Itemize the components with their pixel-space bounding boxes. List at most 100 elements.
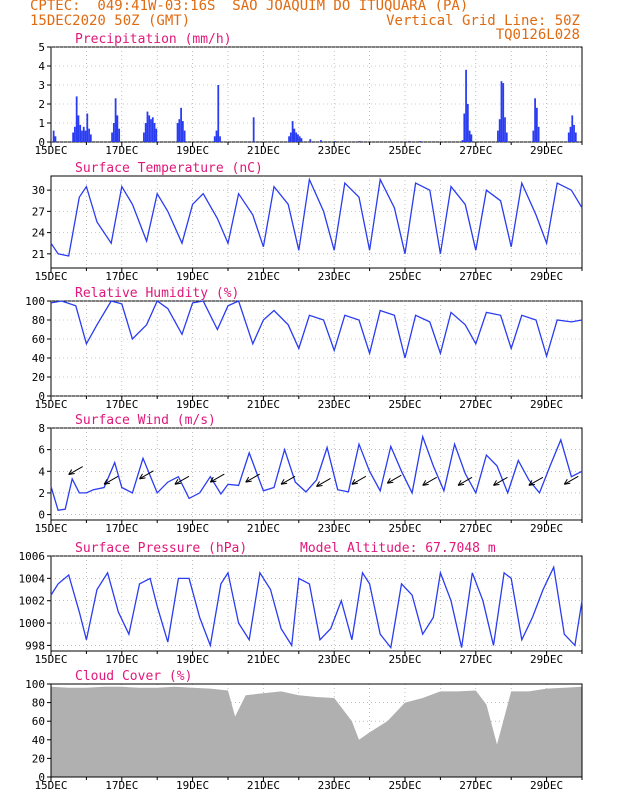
y-tick-label: 5 bbox=[38, 41, 45, 54]
wind-arrowhead bbox=[68, 469, 75, 476]
y-tick-label: 40 bbox=[32, 734, 45, 747]
y-tick-label: 1000 bbox=[19, 617, 46, 630]
header-model: TQ0126L028 bbox=[495, 27, 580, 43]
precip-bar bbox=[153, 123, 156, 142]
panel-frame-0 bbox=[50, 46, 583, 143]
y-tick-label: 20 bbox=[32, 371, 45, 384]
wind-arrowhead bbox=[209, 476, 217, 483]
precip-bar bbox=[505, 132, 508, 142]
precip-bar bbox=[334, 141, 336, 142]
x-tick-label: 15DEC bbox=[34, 779, 67, 792]
precip-bar bbox=[183, 130, 186, 142]
wind-arrowhead bbox=[316, 481, 323, 487]
x-tick-label: 25DEC bbox=[388, 144, 421, 157]
precip-bar bbox=[52, 130, 55, 142]
panel-title: Precipitation (mm/h) bbox=[75, 32, 232, 47]
precip-bar bbox=[118, 128, 121, 142]
y-tick-label: 6 bbox=[38, 444, 45, 457]
x-tick-label: 23DEC bbox=[318, 779, 351, 792]
y-tick-label: 21 bbox=[32, 248, 45, 261]
precip-bar bbox=[219, 136, 221, 142]
precip-bar bbox=[150, 119, 152, 142]
precip-bar bbox=[176, 123, 179, 142]
precip-bar bbox=[116, 115, 119, 142]
precip-bar bbox=[293, 128, 296, 142]
panel-frame-2 bbox=[50, 300, 583, 397]
wind-arrowhead bbox=[528, 480, 535, 486]
wind-vector bbox=[68, 466, 83, 475]
x-tick-label: 27DEC bbox=[459, 398, 492, 411]
precip-bar bbox=[502, 83, 505, 142]
wind-arrowhead bbox=[493, 480, 500, 486]
x-tick-label: 15DEC bbox=[34, 270, 67, 283]
x-tick-label: 17DEC bbox=[105, 270, 138, 283]
x-tick-label: 29DEC bbox=[530, 398, 563, 411]
x-tick-label: 23DEC bbox=[318, 144, 351, 157]
precip-bar bbox=[463, 113, 466, 142]
x-tick-label: 25DEC bbox=[388, 653, 421, 666]
precip-bar bbox=[569, 126, 572, 142]
precip-bar bbox=[532, 130, 535, 142]
y-tick-label: 2 bbox=[38, 487, 45, 500]
panel-title: Surface Wind (m/s) bbox=[75, 413, 216, 428]
precip-bar bbox=[180, 107, 182, 142]
precip-bar bbox=[537, 126, 540, 142]
precip-bar bbox=[213, 136, 216, 142]
precip-bar bbox=[86, 113, 89, 142]
x-tick-label: 25DEC bbox=[388, 779, 421, 792]
x-tick-label: 21DEC bbox=[247, 270, 280, 283]
x-tick-label: 21DEC bbox=[247, 144, 280, 157]
panel-title: Surface Temperature (nC) bbox=[75, 161, 263, 176]
precip-bar bbox=[148, 115, 151, 142]
x-tick-label: 19DEC bbox=[176, 144, 209, 157]
wind-vector bbox=[351, 475, 367, 485]
precip-bar bbox=[295, 132, 298, 142]
wind-vector bbox=[387, 474, 402, 484]
precip-bar bbox=[82, 126, 85, 142]
x-tick-label: 19DEC bbox=[176, 779, 209, 792]
y-tick-label: 1 bbox=[38, 117, 45, 130]
precip-bar bbox=[146, 111, 149, 142]
wind-vector bbox=[493, 476, 508, 486]
precip-bar bbox=[54, 136, 57, 142]
precip-bar bbox=[461, 140, 464, 142]
y-tick-label: 1002 bbox=[19, 595, 46, 608]
precip-bar bbox=[320, 140, 322, 142]
precip-bar bbox=[74, 126, 76, 142]
panel-frame-top bbox=[50, 683, 583, 778]
x-tick-label: 19DEC bbox=[176, 522, 209, 535]
precip-bar bbox=[291, 121, 294, 142]
y-tick-label: 3 bbox=[38, 79, 45, 92]
wind-arrowhead bbox=[139, 473, 146, 480]
x-tick-label: 29DEC bbox=[530, 522, 563, 535]
precip-bar bbox=[79, 124, 82, 142]
precip-bar bbox=[465, 69, 467, 142]
precip-bar bbox=[143, 132, 145, 142]
y-tick-label: 8 bbox=[38, 422, 45, 435]
wind-arrowhead bbox=[245, 476, 252, 483]
precip-bar bbox=[466, 104, 469, 142]
wind-vector bbox=[174, 475, 190, 485]
wind-arrowhead bbox=[351, 479, 358, 485]
header-grid-line: Vertical Grid Line: 50Z bbox=[386, 13, 580, 29]
panel-frame-1 bbox=[50, 175, 583, 269]
x-tick-label: 17DEC bbox=[105, 398, 138, 411]
header-station: CPTEC: 049:41W-03:16S SAO JOAQUIM DO ITU… bbox=[30, 0, 469, 14]
y-tick-label: 60 bbox=[32, 715, 45, 728]
x-tick-label: 25DEC bbox=[388, 270, 421, 283]
y-tick-label: 30 bbox=[32, 184, 45, 197]
precip-bar bbox=[309, 139, 312, 142]
panel-frame-3 bbox=[50, 427, 583, 521]
x-tick-label: 29DEC bbox=[530, 653, 563, 666]
precip-bar bbox=[408, 141, 411, 142]
precip-bar bbox=[300, 138, 303, 142]
precip-bar bbox=[252, 117, 255, 142]
precip-bar bbox=[144, 123, 147, 142]
precip-bar bbox=[468, 130, 471, 142]
wind-arrowhead bbox=[174, 479, 181, 485]
precip-bar bbox=[470, 134, 473, 142]
x-tick-label: 29DEC bbox=[530, 270, 563, 283]
x-tick-label: 15DEC bbox=[34, 653, 67, 666]
x-tick-label: 17DEC bbox=[105, 522, 138, 535]
precip-bar bbox=[155, 128, 158, 142]
